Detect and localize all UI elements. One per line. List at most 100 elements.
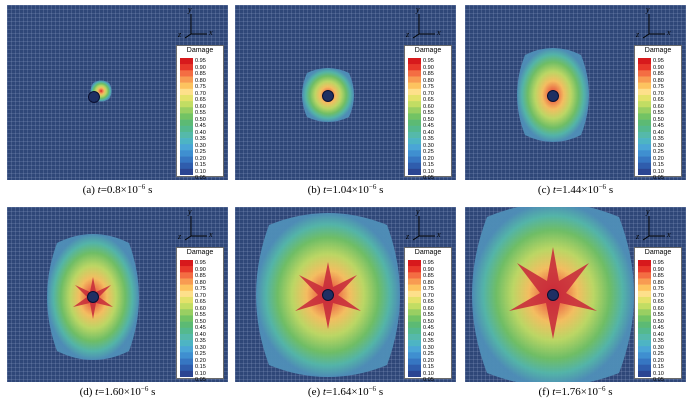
legend-tick-label: 0.55 <box>653 312 664 318</box>
axis-triad: y x z <box>635 5 675 42</box>
legend-tick-label: 0.40 <box>195 129 206 136</box>
legend-tick-label: 0.80 <box>195 279 206 286</box>
borehole <box>547 90 559 102</box>
damage-legend: Damage 0.95 0.90 0.85 0.80 0.75 0.70 0.65 0.60 0… <box>176 247 224 382</box>
legend-tick-label: 0.65 <box>423 97 434 103</box>
legend-swatch <box>638 107 651 114</box>
legend-swatch <box>180 364 193 372</box>
legend-swatch <box>638 168 651 175</box>
legend-tick-label: 0.10 <box>423 370 434 377</box>
legend-swatch <box>180 370 193 377</box>
legend-tick-label: 0.75 <box>423 286 434 292</box>
legend-tick-label: 0.70 <box>423 292 434 299</box>
legend-swatch <box>638 70 651 77</box>
legend-tick-label: 0.70 <box>653 292 664 299</box>
legend-tick-label: 0.15 <box>653 364 664 370</box>
legend-swatch <box>180 260 193 267</box>
legend-swatch <box>180 315 193 322</box>
legend-swatch <box>408 370 421 377</box>
legend-tick-label: 0.70 <box>195 90 206 97</box>
legend-swatch <box>180 76 193 83</box>
legend-title: Damage <box>644 47 672 54</box>
legend-swatch <box>408 327 421 335</box>
panel-caption: (f) t=1.76×10−6 s <box>538 385 613 399</box>
axis-y-label: y <box>188 207 192 216</box>
axis-y-label: y <box>646 5 650 14</box>
axis-x-label: x <box>209 28 213 37</box>
legend-tick-label: 0.15 <box>195 364 206 370</box>
legend-tick-label: 0.75 <box>653 84 664 90</box>
legend-swatch <box>408 88 421 96</box>
legend-tick-label: 0.20 <box>423 155 434 162</box>
borehole <box>88 91 100 103</box>
legend-tick-label: 0.70 <box>423 90 434 97</box>
legend-ticks: 0.95 0.90 0.85 0.80 0.75 0.70 0.65 0.60 0.55 0.50… <box>653 260 680 382</box>
legend-swatch <box>180 309 193 316</box>
axis-y-label: y <box>416 5 420 14</box>
legend-swatch <box>408 144 421 151</box>
legend-swatch <box>638 144 651 151</box>
legend-tick-label: 0.45 <box>423 325 434 331</box>
legend-swatch <box>180 101 193 108</box>
legend-swatch <box>408 125 421 133</box>
legend-swatch <box>180 266 193 273</box>
legend-swatch <box>180 162 193 170</box>
legend-tick-label: 0.90 <box>653 266 664 273</box>
legend-swatch <box>408 58 421 65</box>
legend-swatch <box>408 162 421 170</box>
legend-swatch <box>638 358 651 365</box>
legend-swatch <box>638 309 651 316</box>
legend-swatch <box>180 125 193 133</box>
legend-swatch <box>638 64 651 71</box>
legend-tick-label: 0.65 <box>195 97 206 103</box>
legend-title: Damage <box>186 47 214 54</box>
legend-tick-label: 0.25 <box>423 351 434 357</box>
legend-swatch <box>180 58 193 65</box>
legend-swatch <box>180 352 193 359</box>
legend-tick-label: 0.15 <box>423 364 434 370</box>
legend-tick-label: 0.45 <box>423 123 434 129</box>
legend-swatch <box>180 346 193 353</box>
legend-tick-label: 0.05 <box>195 377 206 382</box>
legend-tick-label: 0.65 <box>653 97 664 103</box>
legend-tick-label: 0.60 <box>653 103 664 110</box>
borehole <box>322 289 334 301</box>
legend-swatch <box>638 303 651 310</box>
legend-tick-label: 0.05 <box>653 175 664 180</box>
axis-x-label: x <box>437 28 441 37</box>
legend-tick-label: 0.10 <box>423 168 434 175</box>
legend-tick-label: 0.85 <box>423 71 434 77</box>
axis-y-label: y <box>416 207 420 216</box>
axis-x-label: x <box>209 230 213 239</box>
legend-swatch <box>408 101 421 108</box>
legend-tick-label: 0.90 <box>653 64 664 71</box>
legend-swatch <box>638 352 651 359</box>
legend-tick-label: 0.90 <box>423 64 434 71</box>
legend-swatch <box>408 303 421 310</box>
legend-swatch <box>638 370 651 377</box>
legend-tick-label: 0.90 <box>423 266 434 273</box>
legend-swatch <box>180 168 193 175</box>
legend-tick-label: 0.35 <box>195 338 206 344</box>
legend-swatch <box>180 278 193 285</box>
legend-swatch <box>408 364 421 372</box>
legend-tick-label: 0.75 <box>195 84 206 90</box>
legend-swatch <box>180 321 193 329</box>
legend-swatch <box>408 70 421 77</box>
legend-tick-label: 0.90 <box>195 266 206 273</box>
legend-swatch <box>180 144 193 151</box>
legend-swatch <box>638 284 651 292</box>
legend-ticks: 0.95 0.90 0.85 0.80 0.75 0.70 0.65 0.60 0.55 0.50… <box>423 58 450 180</box>
legend-ticks: 0.95 0.90 0.85 0.80 0.75 0.70 0.65 0.60 0.55 0.50… <box>195 260 222 382</box>
axis-z-label: z <box>406 30 410 39</box>
legend-tick-label: 0.80 <box>653 77 664 84</box>
legend-tick-label: 0.70 <box>653 90 664 97</box>
legend-tick-label: 0.20 <box>195 357 206 364</box>
legend-tick-label: 0.05 <box>195 175 206 180</box>
axis-triad: y x z <box>177 5 217 42</box>
legend-tick-label: 0.95 <box>195 260 206 266</box>
legend-tick-label: 0.45 <box>653 123 664 129</box>
legend-tick-label: 0.85 <box>653 71 664 77</box>
legend-swatch <box>638 266 651 273</box>
legend-tick-label: 0.95 <box>423 260 434 266</box>
